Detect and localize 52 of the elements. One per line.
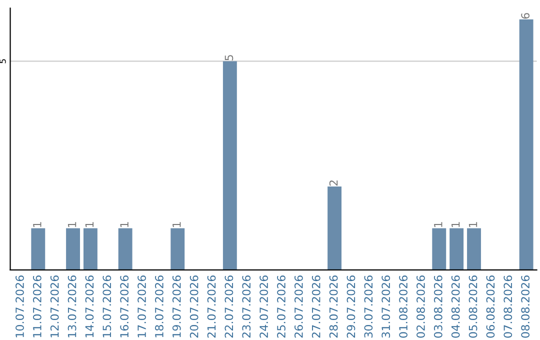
x-tick-label: 19.07.2026 bbox=[172, 276, 181, 338]
x-tick-label: 23.07.2026 bbox=[242, 276, 251, 338]
x-tick-label: 30.07.2026 bbox=[364, 276, 373, 338]
x-tick-label: 27.07.2026 bbox=[312, 276, 320, 338]
x-tick-label: 24.07.2026 bbox=[260, 276, 268, 338]
x-tick-label: 10.07.2026 bbox=[16, 276, 24, 338]
data-label: 6 bbox=[521, 13, 530, 19]
bar bbox=[222, 61, 237, 270]
x-tick-label: 22.07.2026 bbox=[224, 276, 234, 338]
data-label: 2 bbox=[329, 180, 338, 186]
x-tick-label: 21.07.2026 bbox=[207, 276, 216, 338]
x-tick-label: 05.08.2026 bbox=[468, 276, 478, 338]
bar bbox=[118, 228, 132, 270]
x-tick-label: 01.08.2026 bbox=[399, 276, 408, 338]
bar bbox=[328, 186, 342, 270]
data-label: 5 bbox=[224, 55, 234, 60]
x-tick-label: 14.07.2026 bbox=[85, 276, 94, 338]
data-label: 1 bbox=[434, 222, 442, 227]
x-tick-label: 15.07.2026 bbox=[102, 276, 112, 338]
x-tick-label: 12.07.2026 bbox=[50, 276, 59, 338]
x-tick-label: 13.07.2026 bbox=[68, 276, 76, 338]
data-label: 1 bbox=[120, 222, 128, 227]
x-tick-label: 08.08.2026 bbox=[521, 276, 530, 338]
x-tick-label: 26.07.2026 bbox=[294, 276, 303, 338]
x-tick-label: 17.07.2026 bbox=[138, 276, 146, 338]
data-label: 1 bbox=[85, 222, 94, 227]
data-label: 1 bbox=[172, 222, 181, 227]
x-tick-label: 07.08.2026 bbox=[504, 276, 512, 338]
data-label: 1 bbox=[68, 222, 76, 227]
x-tick-label: 18.07.2026 bbox=[155, 276, 164, 338]
bar bbox=[83, 228, 98, 270]
data-label: 1 bbox=[452, 222, 460, 227]
x-tick-label: 03.08.2026 bbox=[434, 276, 442, 338]
x-tick-label: 16.07.2026 bbox=[120, 276, 129, 338]
x-tick-label: 20.07.2026 bbox=[190, 276, 198, 338]
x-tick-label: 06.08.2026 bbox=[486, 276, 495, 338]
data-label: 1 bbox=[468, 222, 478, 227]
x-tick-label: 11.07.2026 bbox=[32, 276, 42, 338]
x-tick-label: 02.08.2026 bbox=[416, 276, 425, 338]
bar bbox=[66, 228, 80, 270]
data-label: 1 bbox=[33, 222, 42, 227]
bar bbox=[170, 228, 185, 270]
x-tick-label: 31.07.2026 bbox=[382, 276, 390, 338]
bar bbox=[432, 228, 446, 270]
x-tick-label: 04.08.2026 bbox=[451, 276, 460, 338]
x-tick-label: 28.07.2026 bbox=[329, 276, 338, 338]
bar bbox=[450, 228, 464, 270]
x-tick-label: 25.07.2026 bbox=[277, 276, 286, 338]
bar bbox=[467, 228, 481, 270]
x-tick-label: 29.07.2026 bbox=[346, 276, 356, 338]
bar bbox=[519, 19, 534, 270]
bar bbox=[31, 228, 46, 270]
